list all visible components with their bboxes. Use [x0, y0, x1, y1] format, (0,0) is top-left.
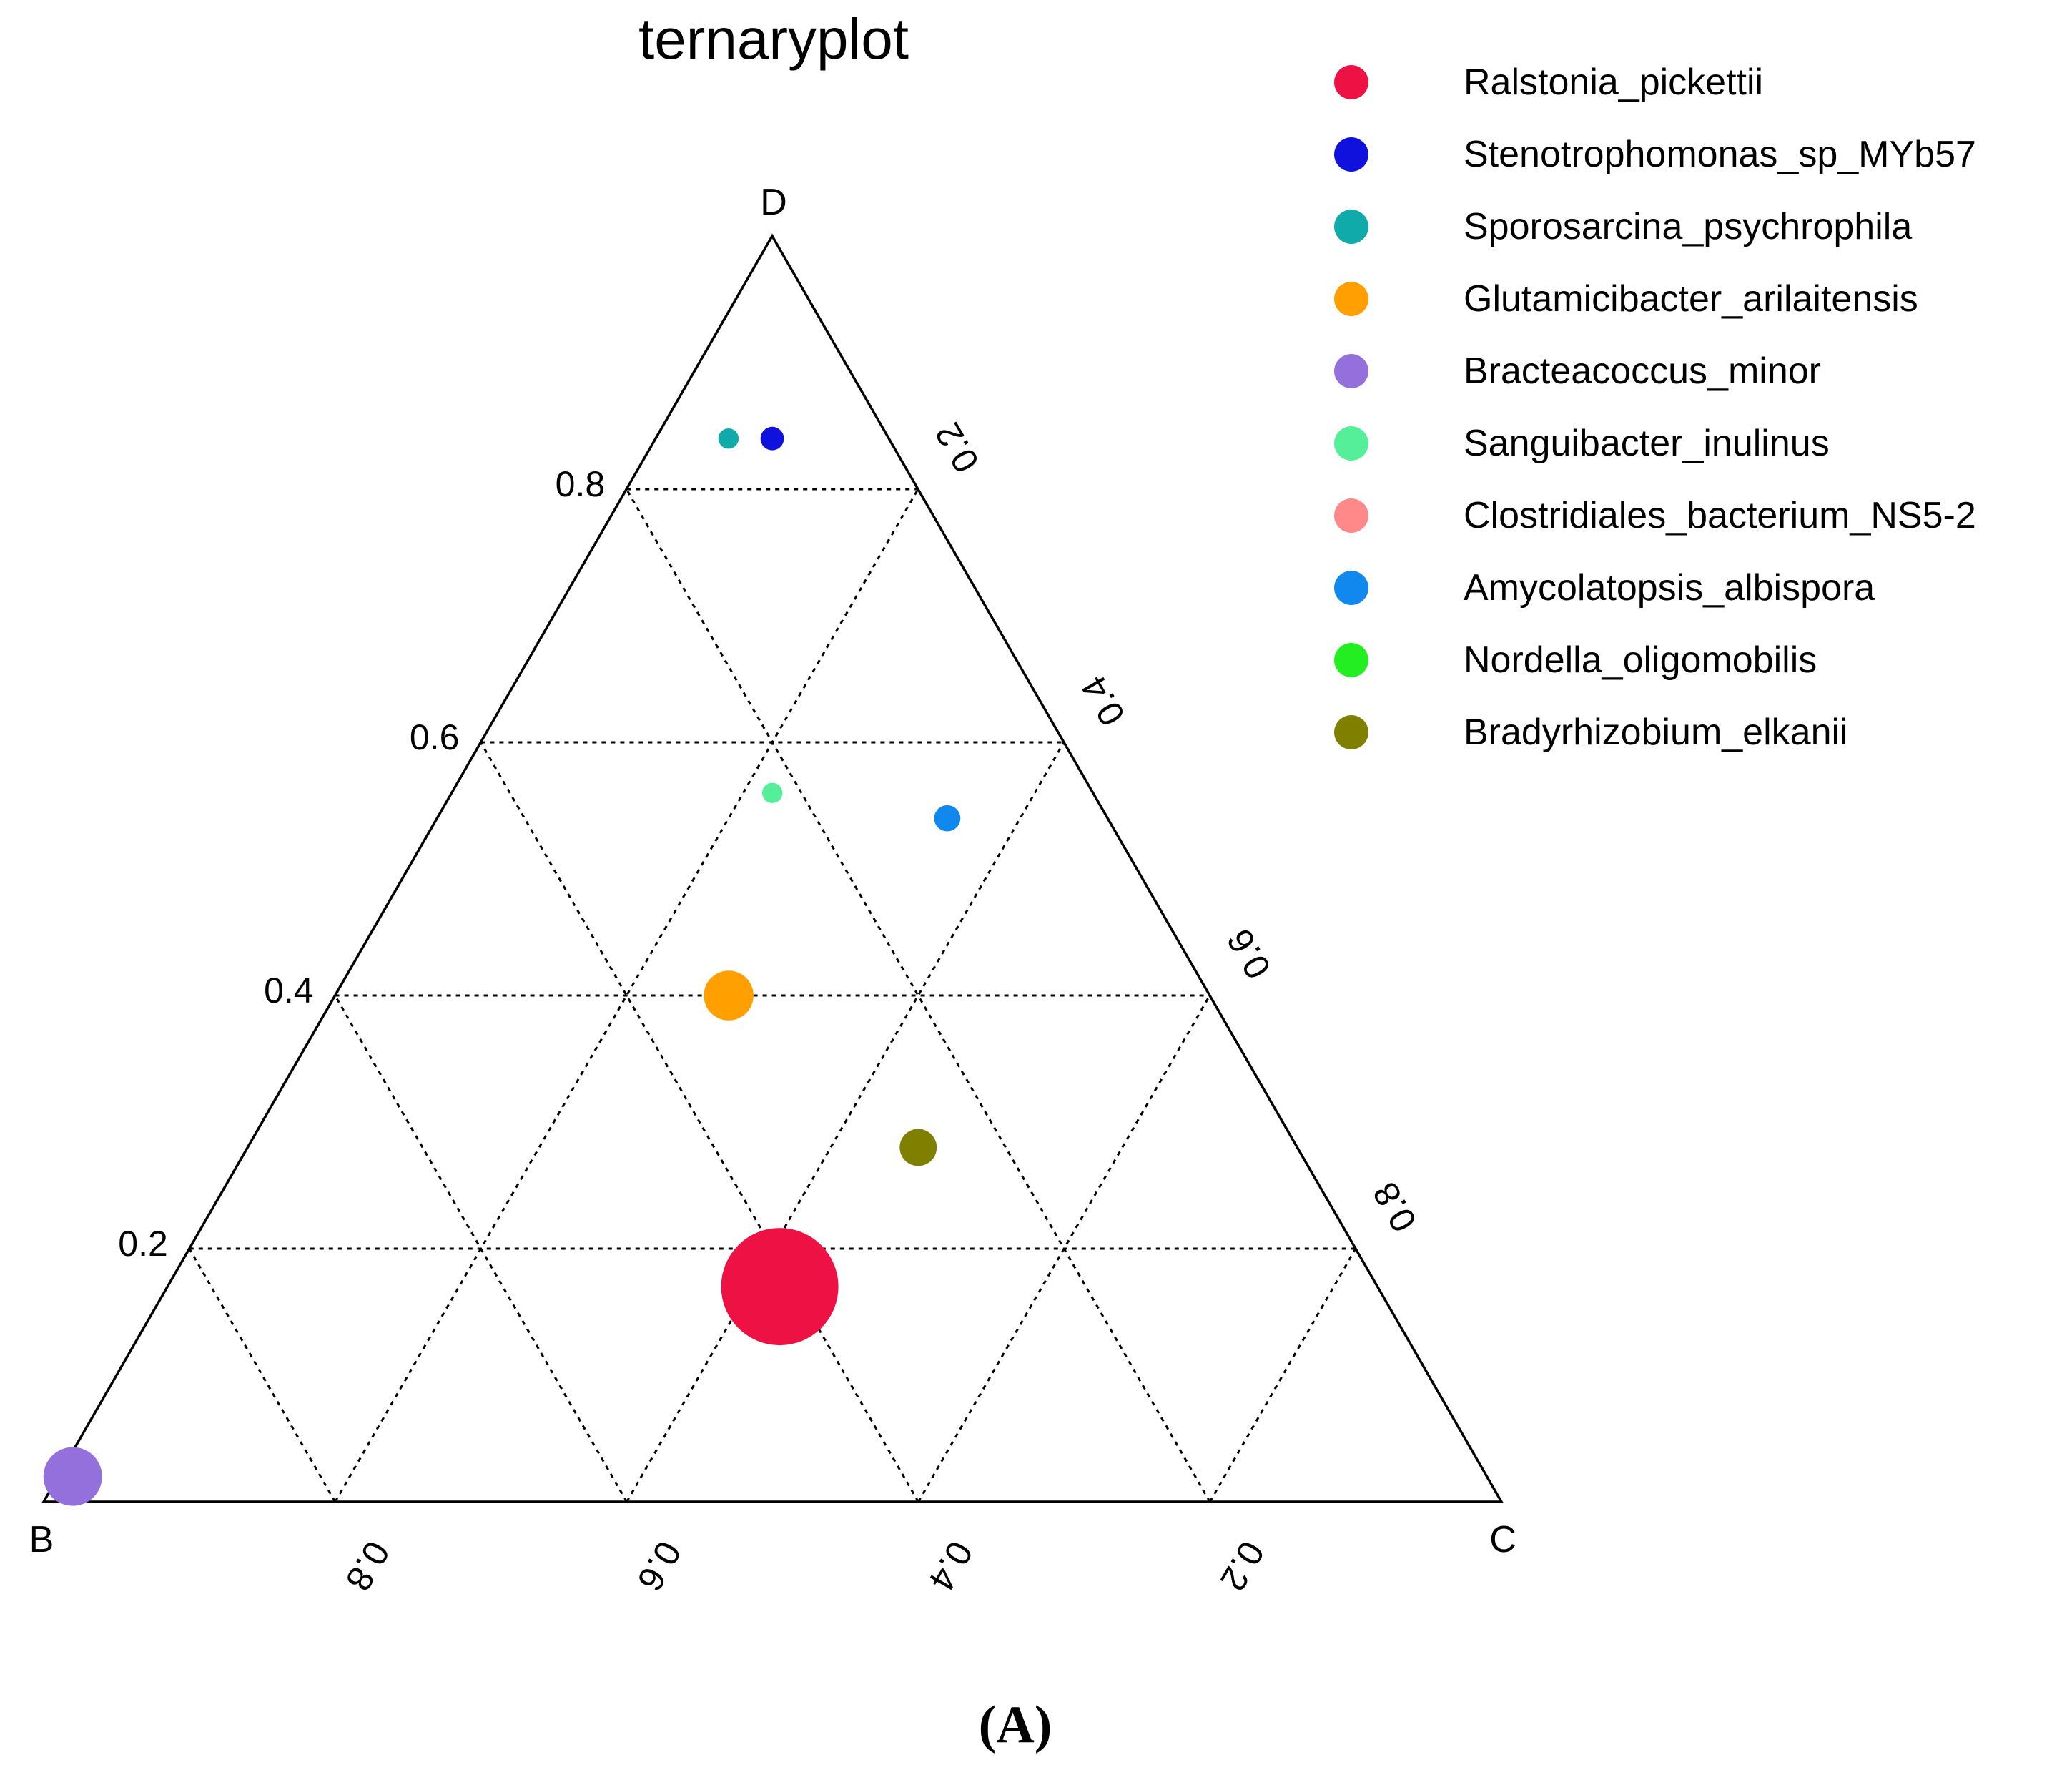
- legend-label: Ralstonia_pickettii: [1464, 62, 1763, 103]
- grid-line: [626, 742, 1065, 1503]
- legend-label: Nordella_oligomobilis: [1464, 639, 1817, 681]
- data-point: [934, 805, 961, 832]
- data-point: [899, 1129, 937, 1166]
- legend: Ralstonia_pickettii Stenotrophomonas_sp_M…: [1334, 62, 1976, 753]
- data-point: [718, 428, 739, 449]
- tick-label-d: 0.8: [556, 464, 606, 504]
- tick-label-d: 0.2: [118, 1224, 168, 1264]
- legend-swatch: [1334, 426, 1368, 461]
- legend-swatch: [1334, 137, 1368, 172]
- legend-swatch: [1334, 571, 1368, 605]
- legend-swatch: [1334, 715, 1368, 749]
- tick-label-c: 0.8: [1365, 1176, 1424, 1239]
- legend-swatch: [1334, 65, 1368, 99]
- legend-swatch: [1334, 210, 1368, 244]
- tick-label-c: 0.6: [1219, 923, 1278, 985]
- data-point: [43, 1447, 102, 1506]
- triangle-frame: [41, 233, 1504, 1503]
- legend-label: Sanguibacter_inulinus: [1464, 423, 1830, 464]
- data-points: [43, 426, 961, 1506]
- tick-label-c: 0.2: [927, 416, 987, 479]
- grid-line: [188, 1248, 337, 1503]
- grid-line: [917, 995, 1211, 1503]
- data-point: [704, 970, 754, 1021]
- legend-swatch: [1334, 498, 1368, 533]
- legend-swatch: [1334, 643, 1368, 677]
- legend-label: Sporosarcina_psychrophila: [1464, 206, 1912, 247]
- vertex-label-c: C: [1489, 1519, 1516, 1560]
- data-point: [721, 1228, 839, 1346]
- tick-label-b: 0.6: [629, 1535, 689, 1598]
- tick-label-b: 0.8: [337, 1535, 397, 1598]
- grid-line: [1208, 1248, 1357, 1503]
- legend-label: Glutamicibacter_arilaitensis: [1464, 278, 1918, 320]
- vertex-label-d: D: [760, 182, 787, 223]
- legend-label: Amycolatopsis_albispora: [1464, 567, 1875, 609]
- legend-label: Bradyrhizobium_elkanii: [1464, 712, 1848, 753]
- tick-label-d: 0.4: [264, 970, 314, 1011]
- grid-line: [480, 742, 919, 1503]
- grid-line: [334, 995, 628, 1503]
- data-point: [760, 426, 784, 451]
- tick-label-d: 0.6: [410, 717, 460, 757]
- tick-label-b: 0.4: [921, 1535, 980, 1598]
- legend-label: Bracteacoccus_minor: [1464, 350, 1821, 392]
- vertex-label-b: B: [29, 1519, 54, 1560]
- data-point: [762, 782, 783, 804]
- tick-label-b: 0.2: [1213, 1535, 1272, 1598]
- legend-label: Clostridiales_bacterium_NS5-2: [1464, 495, 1976, 536]
- legend-swatch: [1334, 282, 1368, 316]
- tick-label-c: 0.4: [1073, 669, 1133, 732]
- vertex-labels: D B C: [29, 182, 1516, 1560]
- triangle-outline: [41, 233, 1504, 1503]
- chart-title: ternaryplot: [638, 7, 909, 71]
- legend-label: Stenotrophomonas_sp_MYb57: [1464, 134, 1976, 175]
- legend-swatch: [1334, 354, 1368, 388]
- figure-caption: (A): [978, 1696, 1052, 1754]
- grid-lines: [188, 488, 1357, 1503]
- tick-labels: 0.2 0.4 0.6 0.8 0.2 0.4 0.6 0.8 0.8 0.6 0.4 0.2: [118, 416, 1424, 1598]
